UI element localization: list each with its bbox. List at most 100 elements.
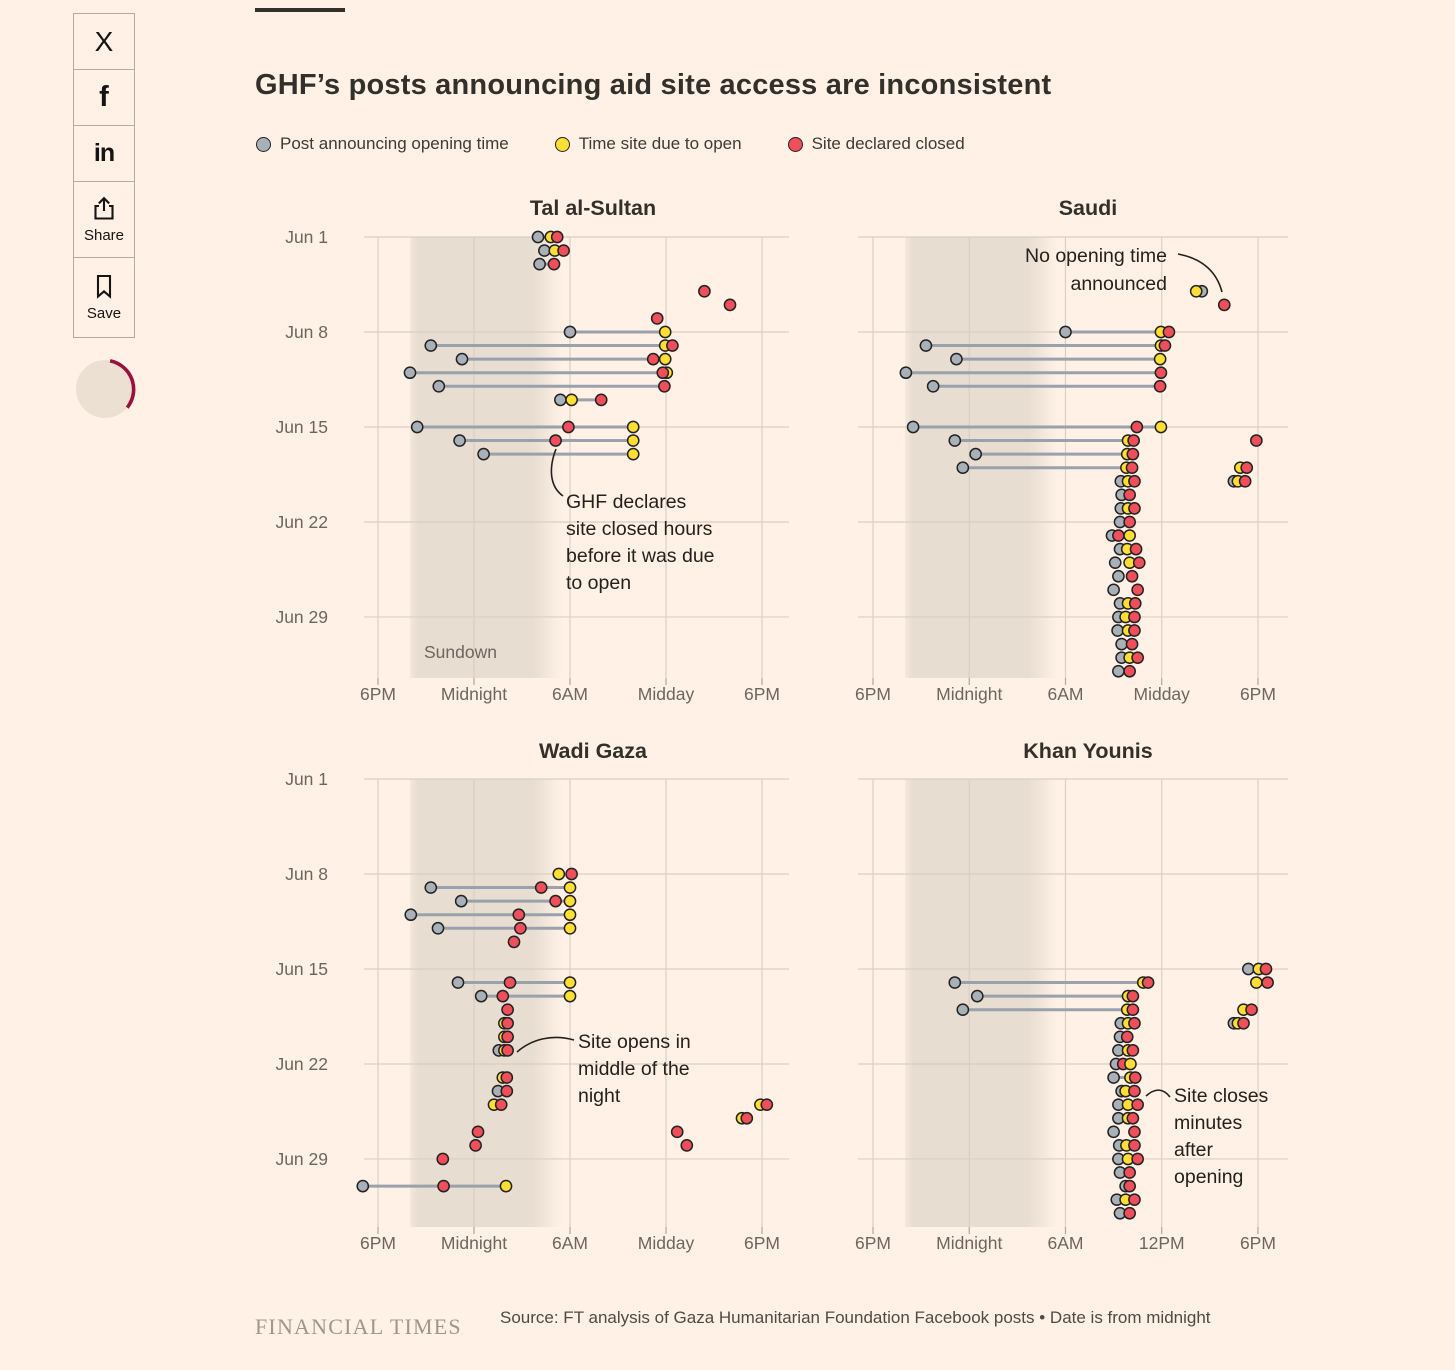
data-point-announcement xyxy=(403,366,417,380)
data-point-closed xyxy=(1128,597,1142,610)
legend-item-due-open: Time site due to open xyxy=(554,134,742,154)
y-axis-label: Jun 22 xyxy=(275,512,328,532)
data-point-announcement xyxy=(969,447,983,461)
legend-item-announcement: Post announcing opening time xyxy=(256,134,509,154)
data-point-closed xyxy=(1112,529,1125,542)
x-axis-label: 6AM xyxy=(552,1233,588,1253)
sundown-band xyxy=(905,237,1059,678)
data-point-announcement xyxy=(431,921,445,935)
data-point-announcement xyxy=(1108,556,1122,570)
x-axis-label: 6PM xyxy=(855,684,891,704)
chart-title: Saudi xyxy=(1059,196,1118,220)
data-point-closed xyxy=(436,1152,450,1166)
data-point-closed xyxy=(507,935,521,949)
share-label: Share xyxy=(83,227,125,244)
data-point-due-open xyxy=(563,921,577,935)
share-x-button[interactable]: X xyxy=(73,13,135,70)
annotation-pointer xyxy=(1145,1089,1171,1098)
data-point-announcement xyxy=(919,339,933,352)
legend-label: Time site due to open xyxy=(578,134,742,153)
data-point-closed xyxy=(1128,1016,1141,1030)
data-point-closed xyxy=(1132,556,1146,570)
x-axis-label: 6PM xyxy=(360,1233,396,1253)
data-point-announcement xyxy=(424,339,438,352)
bookmark-icon xyxy=(92,273,116,302)
chart-title: Tal al-Sultan xyxy=(530,196,656,220)
x-axis-label: 6PM xyxy=(360,684,396,704)
save-button[interactable]: Save xyxy=(73,257,135,338)
data-point-closed xyxy=(1237,1016,1250,1030)
data-point-closed xyxy=(514,921,527,935)
y-axis-label: Jun 29 xyxy=(275,1149,328,1169)
reading-progress-ring xyxy=(74,358,136,425)
data-point-closed xyxy=(501,1044,514,1057)
data-point-closed xyxy=(670,1125,684,1139)
data-point-closed xyxy=(557,244,570,257)
linkedin-icon: in xyxy=(93,139,115,167)
facebook-icon: f xyxy=(99,81,109,113)
sundown-band xyxy=(410,779,563,1227)
data-point-announcement xyxy=(1107,1071,1120,1084)
data-point-announcement xyxy=(1112,664,1125,678)
data-point-closed xyxy=(1123,1166,1136,1179)
x-axis-label: 6AM xyxy=(552,684,588,704)
data-point-announcement xyxy=(455,352,469,366)
data-point-closed xyxy=(1128,1193,1141,1207)
x-axis-label: 6AM xyxy=(1047,1233,1083,1253)
chart-legend: Post announcing opening time Time site d… xyxy=(256,134,1011,154)
share-facebook-button[interactable]: f xyxy=(73,69,135,126)
chart-khan-younis: Khan Younis 6PM Midnight 6AM 12PM 6PM Site clo… xyxy=(855,739,1288,1253)
data-point-due-open xyxy=(626,434,640,447)
annotation-text: site closed hours xyxy=(566,518,713,540)
chart-title: Khan Younis xyxy=(1023,739,1152,763)
data-point-due-open xyxy=(626,420,640,434)
y-axis-label: Jun 1 xyxy=(285,227,328,247)
data-point-closed xyxy=(1158,339,1172,352)
data-point-closed xyxy=(562,420,575,434)
data-point-closed xyxy=(1127,434,1140,447)
x-axis-label: Midnight xyxy=(936,1233,1002,1253)
data-point-announcement xyxy=(899,366,913,380)
annotation-text: after xyxy=(1174,1139,1214,1161)
annotation-text: opening xyxy=(1174,1166,1243,1188)
y-axis-label: Jun 15 xyxy=(275,417,328,437)
data-point-closed xyxy=(1126,1111,1140,1125)
data-point-announcement xyxy=(956,461,970,475)
x-axis-label: Midday xyxy=(638,684,695,704)
share-button[interactable]: Share xyxy=(73,181,135,258)
data-point-announcement xyxy=(356,1179,370,1193)
data-point-announcement xyxy=(970,989,984,1003)
data-point-announcement xyxy=(1107,1125,1120,1139)
x-axis-label: 6PM xyxy=(1240,1233,1276,1253)
data-point-closed xyxy=(1153,379,1167,393)
data-point-announcement xyxy=(1241,962,1255,976)
data-point-announcement xyxy=(1107,583,1120,597)
data-point-announcement xyxy=(451,976,465,989)
data-point-announcement xyxy=(1059,325,1072,339)
data-point-closed xyxy=(1123,515,1136,529)
data-point-due-open xyxy=(1153,352,1167,366)
data-point-closed xyxy=(494,1098,508,1112)
data-point-closed xyxy=(1245,1003,1258,1017)
data-point-closed xyxy=(1128,1139,1141,1152)
data-point-due-open xyxy=(1123,529,1136,542)
data-point-due-open xyxy=(658,325,672,339)
x-twitter-icon: X xyxy=(94,25,114,57)
x-axis-label: 6PM xyxy=(855,1233,891,1253)
data-point-closed xyxy=(666,339,679,352)
y-axis-label: Jun 8 xyxy=(285,864,328,884)
annotation-text: announced xyxy=(1070,273,1167,295)
data-point-closed xyxy=(534,881,548,894)
data-point-announcement xyxy=(454,894,468,908)
chart-tal-al-sultan: Tal al-Sultan Sundown 6PM Midnight 6AM Midday… xyxy=(275,196,789,704)
share-linkedin-button[interactable]: in xyxy=(73,125,135,182)
data-point-closed xyxy=(1141,976,1155,989)
data-point-closed xyxy=(1131,651,1145,665)
annotation-text: Site opens in xyxy=(578,1031,691,1053)
data-point-closed xyxy=(1126,1044,1140,1057)
y-axis-label: Jun 15 xyxy=(275,959,328,979)
data-point-announcement xyxy=(956,1003,970,1017)
data-point-announcement xyxy=(474,989,488,1003)
data-point-due-open xyxy=(1154,420,1168,434)
